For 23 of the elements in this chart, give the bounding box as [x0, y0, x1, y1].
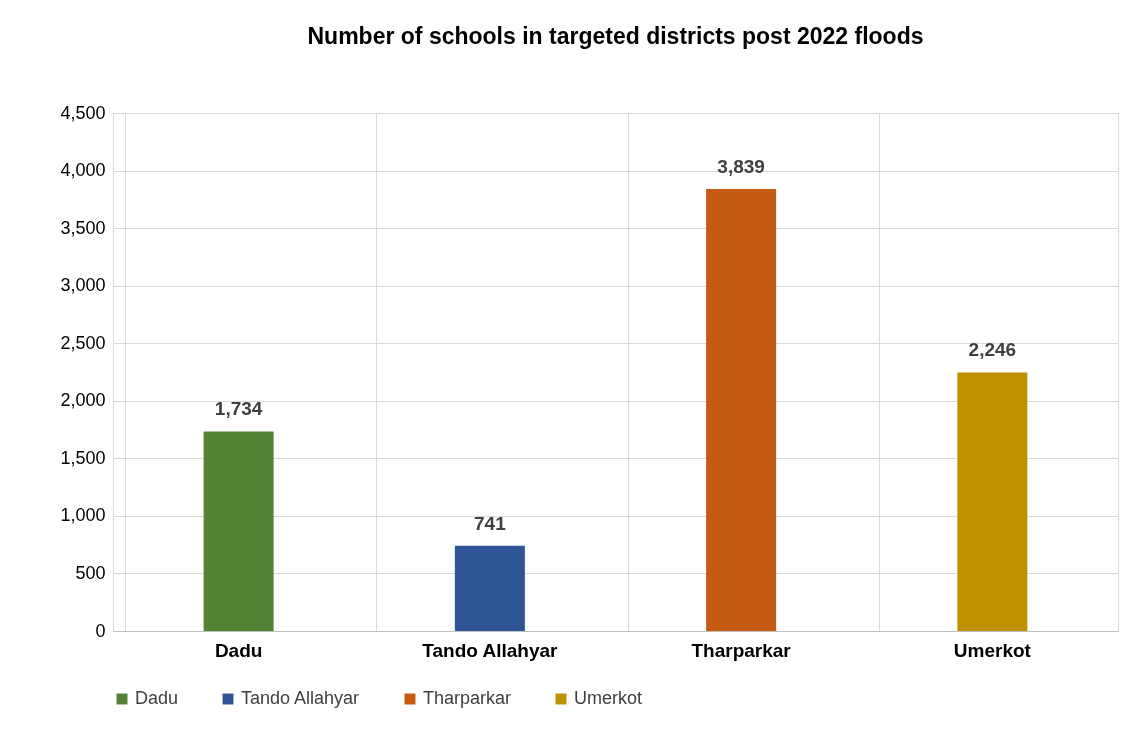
legend-label: Dadu — [135, 688, 179, 708]
x-tick-label: Umerkot — [953, 639, 1032, 661]
legend-label: Tharparkar — [423, 688, 512, 708]
chart-title: Number of schools in targeted districts post 2022 floods — [307, 23, 924, 49]
y-tick-label: 500 — [75, 562, 106, 583]
data-label: 741 — [474, 512, 507, 534]
y-tick-label: 1,500 — [60, 447, 106, 468]
x-tick-label: Tando Allahyar — [422, 639, 559, 661]
legend-label: Tando Allahyar — [241, 688, 360, 708]
data-label: 1,734 — [214, 398, 263, 420]
y-tick-label: 4,500 — [60, 102, 106, 123]
x-tick-label: Tharparkar — [691, 639, 792, 661]
y-tick-label: 1,000 — [60, 505, 106, 526]
y-tick-label: 2,500 — [60, 332, 106, 353]
y-tick-label: 4,000 — [60, 160, 106, 181]
data-label: 2,246 — [968, 339, 1017, 361]
legend-label: Umerkot — [574, 688, 643, 708]
x-tick-label: Dadu — [214, 639, 263, 661]
y-tick-label: 3,000 — [60, 275, 106, 296]
y-tick-label: 2,000 — [60, 390, 106, 411]
y-tick-label: 3,500 — [60, 217, 106, 238]
data-label: 3,839 — [717, 156, 765, 178]
y-tick-label: 0 — [95, 620, 106, 641]
